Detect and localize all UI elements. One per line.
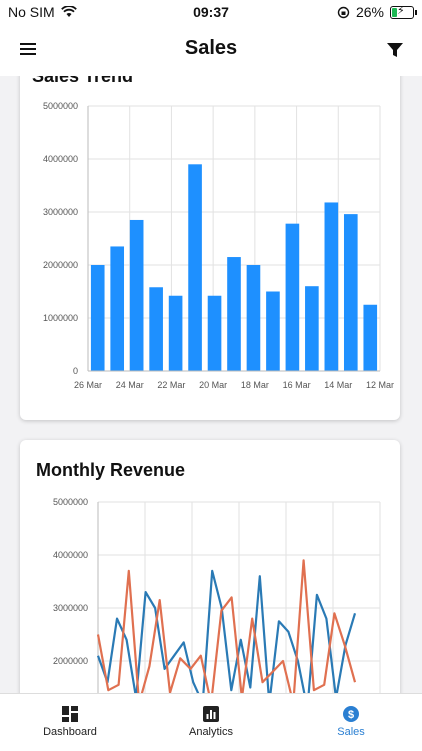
wifi-icon [60,6,77,17]
series-line-2 [96,559,357,693]
tab-dashboard-label: Dashboard [43,726,97,738]
battery-icon: ⚡ [390,4,417,19]
dollar-icon: $ [343,706,359,722]
x-tick-label: 22 Mar [157,380,185,390]
bar [90,265,105,371]
bar [207,295,222,371]
y-tick-label: 1000000 [43,313,78,323]
status-bar: No SIM 09:37 26% ⚡ [0,0,422,24]
sales-trend-title: Sales Trend [32,76,134,86]
x-tick-label: 14 Mar [324,380,352,390]
y-tick-label: 4000000 [53,550,88,560]
y-tick-label: 5000000 [53,497,88,507]
dashboard-icon [62,706,78,722]
tab-sales[interactable]: $ Sales [296,706,406,738]
bar [129,219,144,371]
x-tick-label: 24 Mar [116,380,144,390]
monthly-revenue-chart: 2000000 3000000 4000000 5000000 [53,497,381,693]
menu-icon[interactable] [20,43,36,57]
battery-percent: 26% [355,4,384,20]
y-tick-label: 5000000 [43,101,78,111]
y-tick-label: 3000000 [53,603,88,613]
filter-icon[interactable] [386,41,404,59]
bar [110,246,125,371]
sales-trend-card: Sales Trend 0 1000000 2000000 3000000 400000… [20,76,400,420]
bar [227,257,241,371]
bar [168,295,183,371]
sales-trend-chart: 0 1000000 2000000 3000000 4000000 5000000 26 M… [43,101,394,390]
monthly-revenue-title: Monthly Revenue [36,460,186,480]
bar [324,202,339,371]
tab-bar: Dashboard Analytics $ Sales [0,693,422,751]
y-tick-label: 4000000 [43,154,78,164]
bar [149,287,163,371]
tab-sales-label: Sales [337,726,365,738]
y-tick-label: 0 [73,366,78,376]
x-tick-label: 26 Mar [74,380,102,390]
carrier-label: No SIM [8,4,55,20]
bar [363,304,378,371]
charging-icon: ⚡ [397,4,405,17]
series-line-1 [96,569,357,693]
bar [188,164,202,371]
y-tick-label: 3000000 [43,207,78,217]
battery-level [392,7,397,17]
x-tick-label: 12 Mar [366,380,394,390]
orientation-lock-icon [337,6,350,18]
tab-analytics-label: Analytics [188,726,234,738]
app-header: Sales [0,24,422,76]
y-tick-label: 2000000 [43,260,78,270]
bar [305,286,319,371]
analytics-icon [203,706,219,722]
bar [266,291,280,371]
x-tick-label: 18 Mar [241,380,269,390]
svg-text:$: $ [348,709,354,721]
content-scroll[interactable]: Sales Trend 0 1000000 2000000 3000000 400000… [0,76,422,693]
x-tick-label: 20 Mar [199,380,227,390]
tab-analytics[interactable]: Analytics [156,706,266,738]
clock: 09:37 [193,4,229,20]
bar [343,214,358,371]
y-tick-label: 2000000 [53,656,88,666]
monthly-revenue-card: Monthly Revenue 2000000 3000000 4000000 500… [20,440,400,693]
page-title: Sales [184,37,238,59]
x-tick-label: 16 Mar [283,380,311,390]
bar [285,223,300,371]
bar [246,265,261,371]
tab-dashboard[interactable]: Dashboard [15,706,125,738]
